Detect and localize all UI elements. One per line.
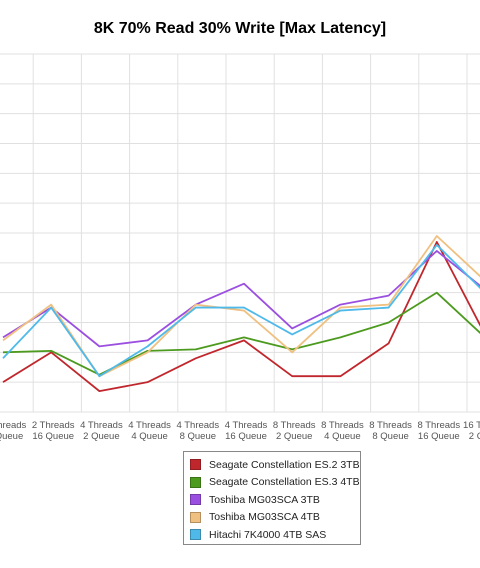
legend: Seagate Constellation ES.2 3TB Seagate Co… — [183, 451, 361, 545]
grid-lines — [0, 53, 480, 413]
series-line-1 — [2, 291, 480, 376]
x-tick-label: 4 Threads — [176, 420, 219, 431]
legend-label: Toshiba MG03SCA 3TB — [209, 493, 320, 506]
series-line-3 — [2, 235, 480, 378]
x-tick-label: 8 Threads — [273, 420, 316, 431]
x-tick-label: 16 Queue — [225, 431, 267, 442]
x-tick-label: 8 Threads — [321, 420, 364, 431]
legend-swatch — [190, 494, 201, 506]
legend-swatch — [190, 529, 201, 541]
legend-item[interactable]: Seagate Constellation ES.3 4TB — [190, 474, 360, 492]
x-tick-label: 2 Queue — [469, 431, 480, 442]
legend-swatch — [190, 511, 201, 523]
legend-item[interactable]: Seagate Constellation ES.2 3TB — [190, 456, 360, 474]
x-tick-label: 2 Threads — [0, 420, 27, 431]
series-line-2 — [2, 249, 480, 348]
legend-label: Seagate Constellation ES.2 3TB — [209, 458, 360, 471]
x-tick-label: 2 Threads — [32, 420, 75, 431]
x-tick-label: 8 Queue — [0, 431, 23, 442]
x-tick-label: 16 Queue — [32, 431, 74, 442]
x-tick-label: 2 Queue — [83, 431, 119, 442]
legend-label: Hitachi 7K4000 4TB SAS — [209, 528, 327, 541]
x-tick-label: 8 Queue — [372, 431, 408, 442]
series-line-4 — [2, 244, 480, 378]
legend-swatch — [190, 459, 201, 471]
legend-label: Seagate Constellation ES.3 4TB — [209, 476, 360, 489]
x-tick-label: 2 Queue — [276, 431, 312, 442]
x-tick-label: 4 Queue — [324, 431, 360, 442]
x-tick-label: 8 Threads — [369, 420, 412, 431]
x-tick-label: 16 Queue — [418, 431, 460, 442]
legend-label: Toshiba MG03SCA 4TB — [209, 511, 320, 524]
series-line-0 — [2, 241, 480, 393]
series-lines — [2, 235, 480, 393]
legend-item[interactable]: Hitachi 7K4000 4TB SAS — [190, 526, 354, 544]
x-tick-label: 8 Queue — [180, 431, 216, 442]
legend-swatch — [190, 476, 201, 488]
x-tick-label: 8 Threads — [417, 420, 460, 431]
legend-item[interactable]: Toshiba MG03SCA 3TB — [190, 491, 354, 509]
x-tick-label: 4 Threads — [128, 420, 171, 431]
x-tick-label: 4 Queue — [131, 431, 167, 442]
x-tick-label: 4 Threads — [225, 420, 268, 431]
x-tick-label: 4 Threads — [80, 420, 123, 431]
x-tick-label: 16 Threads — [463, 420, 480, 431]
legend-item[interactable]: Toshiba MG03SCA 4TB — [190, 509, 354, 527]
chart-title: 8K 70% Read 30% Write [Max Latency] — [93, 20, 387, 37]
